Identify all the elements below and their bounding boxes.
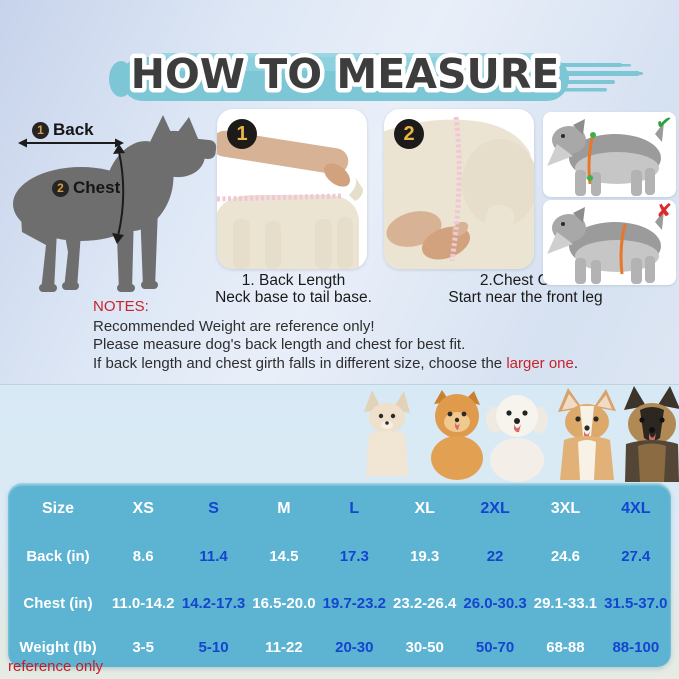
notes-block: NOTES: Recommended Weight are reference … (93, 298, 653, 373)
pomeranian-icon (431, 390, 483, 480)
chest-girth-photo-panel: 2 (384, 109, 534, 269)
chihuahua-icon (364, 390, 410, 476)
cell-value: 26.0-30.3 (463, 595, 527, 612)
wrong-measurement-photo: ✘ (543, 200, 676, 285)
breed-dogs-row (364, 386, 679, 482)
step2-caption-subtitle: Start near the front leg (448, 289, 603, 306)
cell-value: 22 (486, 547, 504, 565)
reference-only-footnote: reference only (8, 658, 104, 675)
cross-icon: ✘ (656, 200, 672, 222)
column-header: S (208, 500, 219, 517)
column-header: XL (414, 500, 435, 517)
row-label: Weight (lb) (19, 639, 97, 656)
schnauzer-wrong-illustration (547, 207, 664, 284)
cell-value: 27.4 (621, 547, 651, 565)
column-header: 2XL (480, 500, 510, 517)
schnauzer-correct-illustration (547, 119, 664, 196)
cell-value: 14.2-17.3 (181, 595, 246, 612)
column-header: XS (132, 500, 154, 517)
step1-caption: 1. Back Length Neck base to tail base. (196, 272, 391, 306)
cell-value: 14.5 (269, 547, 299, 565)
back-length-photo-panel: 1 (217, 109, 367, 269)
cell-value: 23.2-26.4 (392, 595, 457, 612)
larger-one-highlight: larger one (506, 354, 574, 372)
dog-measurement-diagram: 1 Back 2 Chest (6, 112, 218, 298)
back-label-group: 1 Back (32, 120, 94, 140)
german-shepherd-icon (624, 386, 679, 482)
cell-value: 17.3 (339, 547, 369, 565)
cell-value: 24.6 (550, 547, 581, 565)
chest-number-badge: 2 (52, 179, 69, 197)
back-length-arrow (18, 138, 124, 148)
notes-line-1: Recommended Weight are reference only! (93, 317, 375, 335)
dog-silhouette (13, 115, 217, 292)
back-number-badge: 1 (32, 121, 49, 139)
cell-value: 11-22 (265, 639, 303, 656)
chest-label: Chest (73, 178, 121, 197)
cell-value: 29.1-33.1 (533, 595, 598, 612)
column-header: M (277, 500, 291, 517)
cell-value: 31.5-37.0 (604, 595, 668, 612)
cell-value: 30-50 (405, 639, 444, 656)
brush-stroke-graphic (109, 53, 643, 101)
size-chart-header-row: Size XS S M L XL 2XL 3XL 4XL (8, 483, 671, 533)
column-header: Size (41, 500, 74, 517)
column-header: 3XL (550, 500, 581, 517)
step1-caption-title: 1. Back Length (241, 272, 346, 289)
table-row-weight: Weight (lb) 3-5 5-10 11-22 20-30 30-50 5… (8, 628, 671, 667)
cell-value: 50-70 (475, 639, 515, 656)
correct-measurement-photo: ✔ (543, 112, 676, 197)
cell-value: 68-88 (546, 639, 585, 656)
cell-value: 3-5 (132, 639, 155, 656)
row-label: Back (in) (26, 547, 90, 565)
column-header: L (349, 500, 360, 517)
cell-value: 11.0-14.2 (111, 595, 175, 612)
cell-value: 19.7-23.2 (322, 595, 386, 612)
notes-line-2: Please measure dog's back length and che… (93, 336, 466, 353)
page-title-text: HOW TO MEASURE (131, 50, 560, 98)
bichon-icon (486, 395, 548, 482)
cell-value: 88-100 (612, 639, 660, 656)
table-row-back: Back (in) 8.6 11.4 14.5 17.3 19.3 22 24.… (8, 533, 671, 579)
cell-value: 20-30 (335, 639, 374, 656)
notes-line-3: If back length and chest girth falls in … (93, 354, 579, 372)
cell-value: 5-10 (198, 639, 229, 656)
check-icon: ✔ (654, 112, 674, 136)
chest-girth-arrow (112, 144, 125, 244)
back-label: Back (53, 120, 94, 139)
cell-value: 19.3 (410, 547, 440, 565)
chest-measuring-illustration (384, 116, 534, 269)
row-label: Chest (in) (23, 595, 93, 612)
column-header: 4XL (621, 500, 651, 517)
page-title: HOW TO MEASURE (126, 46, 564, 103)
step2-badge: 2 (394, 119, 424, 149)
size-chart-table: Size XS S M L XL 2XL 3XL 4XL Back (in) 8… (8, 483, 671, 667)
cell-value: 8.6 (132, 547, 154, 565)
step1-caption-subtitle: Neck base to tail base. (215, 289, 372, 306)
cell-value: 11.4 (199, 547, 228, 565)
table-row-chest: Chest (in) 11.0-14.2 14.2-17.3 16.5-20.0… (8, 579, 671, 628)
step1-badge: 1 (227, 119, 257, 149)
chest-label-group: 2 Chest (52, 178, 120, 198)
corgi-icon (558, 388, 616, 480)
cell-value: 16.5-20.0 (252, 595, 316, 612)
notes-label: NOTES: (93, 298, 149, 315)
